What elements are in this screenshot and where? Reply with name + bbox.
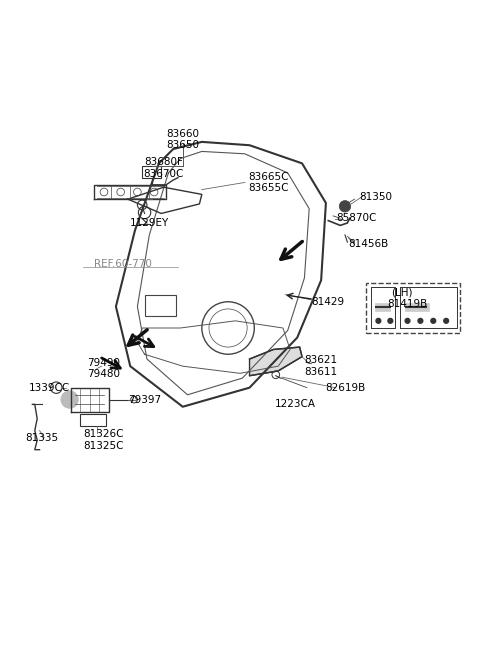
Circle shape: [388, 318, 393, 323]
Text: 82619B: 82619B: [325, 382, 365, 393]
Text: 81335: 81335: [25, 433, 59, 443]
Text: 81456B: 81456B: [349, 239, 389, 249]
Text: 81419B: 81419B: [387, 299, 427, 309]
Text: 83665C
83655C: 83665C 83655C: [248, 172, 289, 194]
Circle shape: [431, 318, 436, 323]
Bar: [80, 414, 107, 426]
Text: 79490
79480: 79490 79480: [87, 358, 120, 379]
Text: 79397: 79397: [128, 394, 161, 405]
Circle shape: [339, 201, 351, 212]
Bar: [144, 295, 176, 316]
Bar: [374, 302, 390, 312]
Bar: [405, 302, 429, 312]
Text: 81350: 81350: [360, 192, 393, 202]
Text: 1129EY: 1129EY: [130, 218, 169, 228]
Text: 83680F
83670C: 83680F 83670C: [144, 157, 184, 179]
Circle shape: [444, 318, 448, 323]
Text: 83621
83611: 83621 83611: [305, 356, 338, 377]
Bar: [366, 283, 459, 333]
Text: 81326C
81325C: 81326C 81325C: [84, 429, 124, 451]
Text: 1339CC: 1339CC: [28, 382, 70, 393]
Circle shape: [61, 391, 78, 408]
Polygon shape: [250, 347, 302, 376]
Text: 1223CA: 1223CA: [275, 400, 315, 409]
Text: 85870C: 85870C: [337, 213, 377, 223]
Circle shape: [376, 318, 381, 323]
Circle shape: [418, 318, 423, 323]
Circle shape: [405, 318, 410, 323]
Text: 83660
83650: 83660 83650: [166, 129, 199, 150]
Text: (LH): (LH): [392, 287, 413, 297]
Text: 81429: 81429: [312, 297, 345, 307]
Text: REF.60-770: REF.60-770: [94, 258, 152, 268]
Bar: [142, 166, 161, 178]
